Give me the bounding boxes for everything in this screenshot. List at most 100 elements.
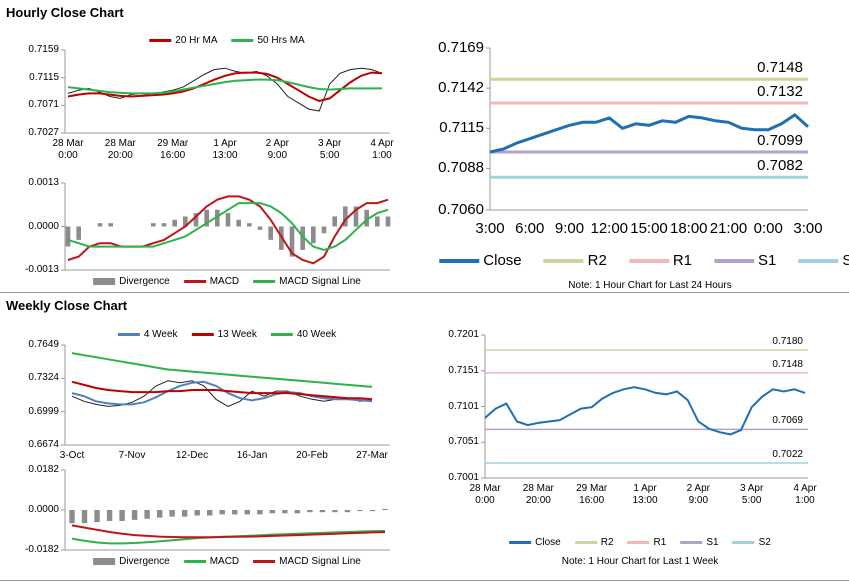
bar xyxy=(332,510,338,513)
legend-item: 50 Hrs MA xyxy=(231,35,305,46)
y-tick-label: 0.7001 xyxy=(448,472,479,483)
level-label: 0.7132 xyxy=(757,82,803,100)
legend-item: MACD xyxy=(183,556,240,567)
series-line xyxy=(489,113,810,154)
divider xyxy=(0,580,849,581)
legend-swatch xyxy=(253,560,276,563)
bar xyxy=(65,226,71,247)
bar xyxy=(106,510,113,521)
x-tick-label: 28 Mar 20:00 xyxy=(522,483,554,506)
series-line xyxy=(71,380,373,401)
bar xyxy=(344,510,351,513)
legend-item: 40 Week xyxy=(270,329,336,340)
x-tick-label: 2 Apr 9:00 xyxy=(686,483,711,506)
bar xyxy=(194,510,200,516)
legend-swatch xyxy=(628,259,669,263)
legend-item: MACD Signal Line xyxy=(253,556,361,567)
bar xyxy=(319,510,326,513)
divider xyxy=(0,292,849,293)
legend-item: 20 Hr MA xyxy=(149,35,218,46)
series-line xyxy=(71,524,386,539)
legend-item: S1 xyxy=(714,252,776,270)
legend: 20 Hr MA 50 Hrs MA xyxy=(149,35,305,46)
level-label: 0.7148 xyxy=(772,358,803,370)
legend-label: 20 Hr MA xyxy=(175,35,218,46)
y-tick-label: 0.0000 xyxy=(28,220,59,232)
legend-label: S1 xyxy=(758,252,777,269)
legend-swatch xyxy=(253,280,276,283)
legend-item: R2 xyxy=(543,252,607,270)
y-tick-label: -0.0182 xyxy=(25,544,59,555)
bar xyxy=(244,510,250,515)
x-tick-label: 28 Mar 0:00 xyxy=(52,138,84,161)
bar xyxy=(69,510,75,524)
legend-swatch xyxy=(509,541,532,544)
bar xyxy=(357,510,363,512)
bar xyxy=(289,226,295,257)
legend-swatch xyxy=(574,541,597,544)
legend-label: Close xyxy=(483,252,522,269)
legend-label: 50 Hrs MA xyxy=(257,35,305,46)
bar xyxy=(257,510,263,515)
x-tick-label: 29 Mar 16:00 xyxy=(157,138,189,161)
legend-swatch xyxy=(117,333,140,336)
bar xyxy=(108,223,113,227)
y-tick-label: 0.7115 xyxy=(439,119,484,137)
legend-swatch xyxy=(270,333,293,336)
y-tick-label: 0.7071 xyxy=(28,99,59,111)
bar xyxy=(385,216,391,227)
legend-label: MACD xyxy=(209,556,240,567)
legend-label: R2 xyxy=(587,252,607,269)
legend-item: 4 Week xyxy=(117,329,178,340)
bar xyxy=(183,216,188,227)
x-tick-label: 28 Mar 20:00 xyxy=(104,138,136,161)
legend: Divergence MACD MACD Signal Line xyxy=(93,556,361,567)
legend-item: Divergence xyxy=(93,556,170,567)
bar xyxy=(193,213,199,227)
x-tick-label: 1 Apr 13:00 xyxy=(632,483,658,506)
y-tick-label: 0.6674 xyxy=(28,439,59,450)
bar xyxy=(76,226,81,240)
legend-label: R1 xyxy=(653,537,667,548)
y-tick-label: 0.7027 xyxy=(28,127,59,138)
level-label: 0.7069 xyxy=(772,415,803,427)
bar xyxy=(282,510,288,514)
legend-swatch xyxy=(93,558,116,565)
bar xyxy=(321,226,327,234)
x-tick-label: 4 Apr 1:00 xyxy=(370,138,394,161)
y-tick-label: 0.7201 xyxy=(448,329,479,340)
legend-swatch xyxy=(543,259,584,263)
series-line xyxy=(484,386,806,436)
bar xyxy=(236,219,241,227)
bar xyxy=(225,213,231,227)
legend: 4 Week 13 Week 40 Week xyxy=(117,329,336,340)
x-tick-label: 2 Apr 9:00 xyxy=(265,138,290,161)
legend: Close R2 R1 S1 S2 xyxy=(439,252,849,270)
series-line xyxy=(71,352,373,388)
legend-item: Divergence xyxy=(93,276,170,287)
bar xyxy=(382,508,388,510)
legend-label: Divergence xyxy=(119,556,170,567)
legend-swatch xyxy=(191,333,214,336)
bar xyxy=(311,226,316,244)
series-line xyxy=(71,380,373,406)
bar xyxy=(364,209,369,227)
y-tick-label: 0.7142 xyxy=(438,79,484,97)
legend-label: S2 xyxy=(758,537,771,548)
y-tick-label: -0.0013 xyxy=(25,264,59,275)
x-tick-label: 21:00 xyxy=(709,220,748,237)
level-label: 0.7148 xyxy=(757,59,803,77)
bar xyxy=(94,510,100,523)
y-tick-label: 0.0000 xyxy=(28,504,59,515)
legend-item: S2 xyxy=(732,537,771,548)
series-line xyxy=(67,202,389,251)
legend-swatch xyxy=(798,259,839,263)
bar xyxy=(181,510,188,517)
y-tick-label: 0.0182 xyxy=(28,464,59,475)
legend-swatch xyxy=(714,259,755,263)
x-tick-label: 3:00 xyxy=(793,220,823,237)
bar xyxy=(353,206,359,227)
series-line xyxy=(67,71,383,102)
bar xyxy=(219,510,225,515)
